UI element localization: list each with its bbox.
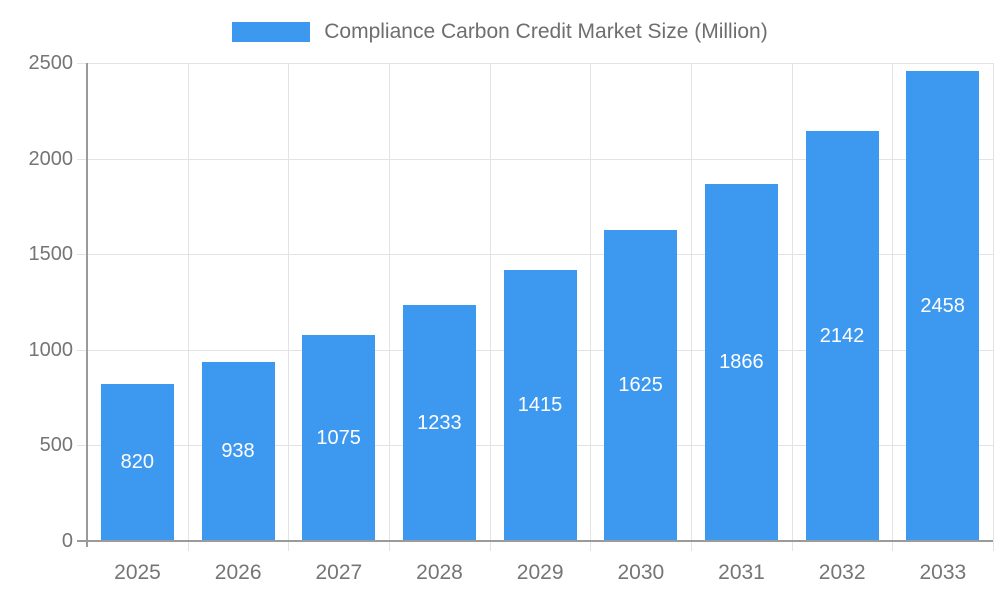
- bar[interactable]: 1866: [704, 184, 778, 541]
- gridline-vertical: [489, 63, 491, 551]
- bar-value-label: 2142: [819, 324, 865, 347]
- x-tick-label: 2026: [214, 561, 262, 584]
- y-tick-label: 0: [61, 530, 73, 552]
- x-axis-line: [77, 540, 993, 542]
- y-tick-label: 1000: [28, 338, 74, 361]
- y-tick-label: 500: [39, 434, 73, 457]
- gridline-vertical: [590, 63, 592, 551]
- gridline-vertical: [691, 63, 692, 551]
- gridline-horizontal: [77, 63, 993, 64]
- legend-label: Compliance Carbon Credit Market Size (Mi…: [324, 20, 768, 43]
- gridline-horizontal: [77, 158, 993, 160]
- legend[interactable]: Compliance Carbon Credit Market Size (Mi…: [0, 12, 1000, 52]
- bar-value-label: 1233: [417, 411, 462, 434]
- bar-value-label: 2458: [920, 294, 965, 317]
- gridline-vertical: [389, 63, 390, 551]
- bar-value-label: 938: [221, 439, 255, 462]
- gridline-vertical: [993, 63, 994, 551]
- bar-value-label: 1415: [517, 394, 563, 417]
- x-tick-label: 2032: [818, 561, 866, 584]
- x-tick-label: 2029: [516, 561, 564, 584]
- bar[interactable]: 2458: [906, 71, 980, 541]
- x-tick-label: 2031: [718, 561, 765, 584]
- bar-value-label: 1625: [618, 374, 663, 397]
- bar-value-label: 1075: [316, 426, 361, 449]
- bar[interactable]: 1233: [402, 305, 476, 541]
- bar[interactable]: 1075: [302, 335, 376, 541]
- bar[interactable]: 938: [201, 361, 275, 541]
- x-tick-label: 2030: [617, 561, 665, 584]
- bar[interactable]: 1625: [604, 230, 678, 541]
- bar-value-label: 820: [120, 451, 155, 474]
- gridline-horizontal: [77, 254, 993, 256]
- bar[interactable]: 820: [100, 384, 174, 541]
- x-tick-label: 2028: [416, 561, 463, 584]
- gridline-vertical: [791, 63, 793, 551]
- gridline-vertical: [288, 63, 290, 551]
- bar[interactable]: 1415: [503, 270, 577, 541]
- y-axis-line: [86, 63, 88, 547]
- y-tick-label: 2500: [28, 52, 74, 74]
- y-tick-label: 1500: [28, 243, 74, 266]
- gridline-vertical: [892, 63, 894, 551]
- x-tick-label: 2025: [114, 561, 161, 584]
- bar-value-label: 1866: [719, 351, 764, 374]
- gridline-vertical: [187, 63, 189, 551]
- x-tick-label: 2033: [919, 561, 967, 584]
- x-tick-label: 2027: [315, 561, 363, 584]
- y-tick-label: 2000: [28, 147, 74, 170]
- bar[interactable]: 2142: [805, 131, 879, 541]
- legend-swatch: [232, 22, 311, 42]
